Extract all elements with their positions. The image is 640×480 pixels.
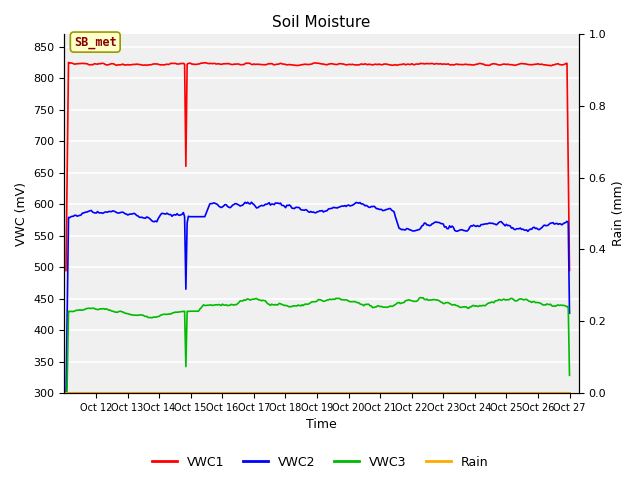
Legend: VWC1, VWC2, VWC3, Rain: VWC1, VWC2, VWC3, Rain bbox=[147, 451, 493, 474]
Text: SB_met: SB_met bbox=[74, 36, 116, 48]
Y-axis label: VWC (mV): VWC (mV) bbox=[15, 181, 28, 246]
Y-axis label: Rain (mm): Rain (mm) bbox=[612, 181, 625, 246]
Title: Soil Moisture: Soil Moisture bbox=[273, 15, 371, 30]
X-axis label: Time: Time bbox=[307, 419, 337, 432]
